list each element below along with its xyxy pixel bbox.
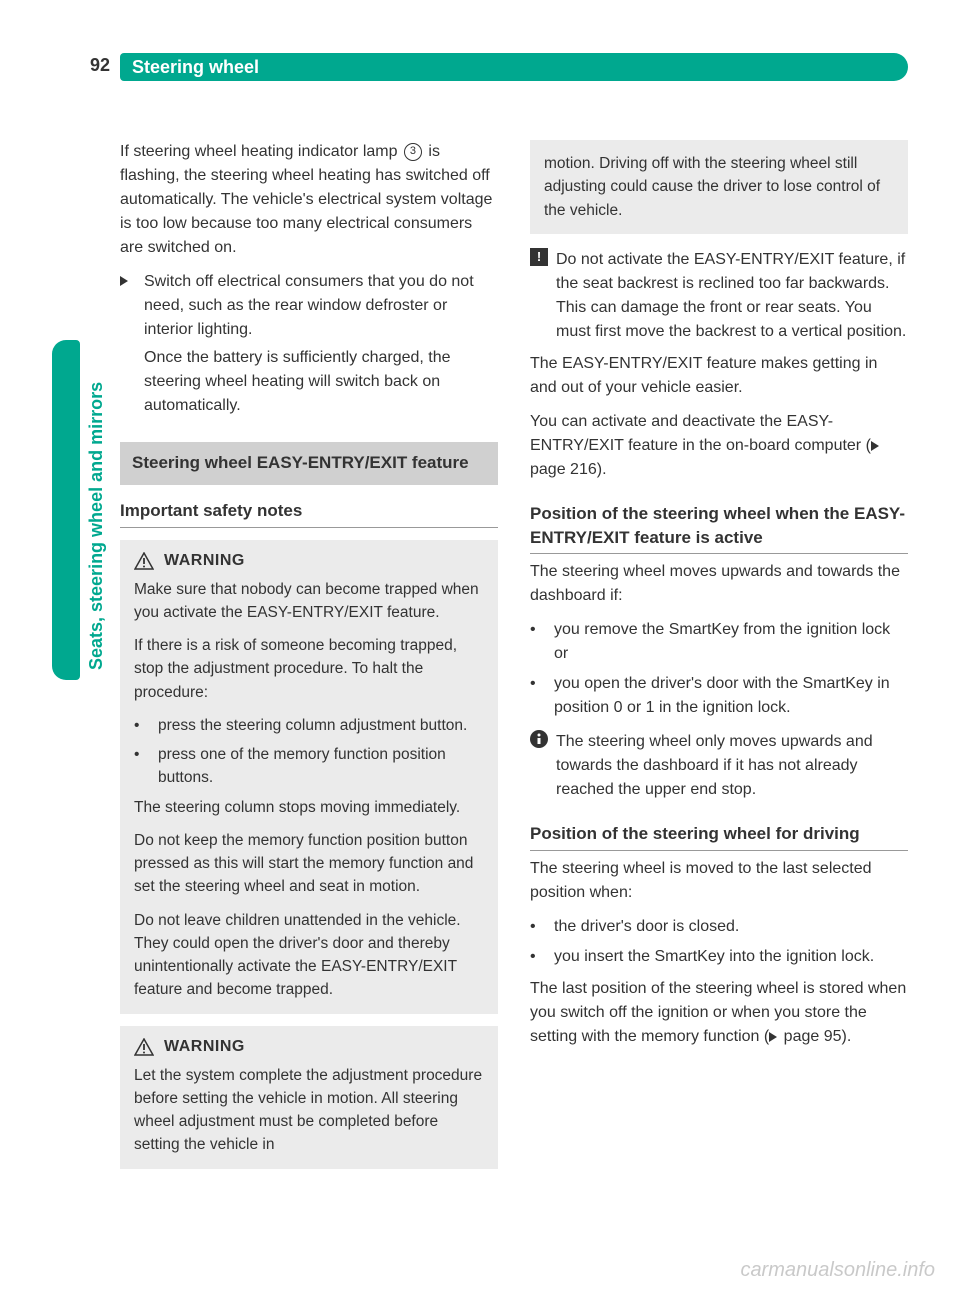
xref-icon bbox=[769, 1032, 777, 1042]
left-column: If steering wheel heating indicator lamp… bbox=[120, 140, 498, 1181]
header-title: Steering wheel bbox=[132, 57, 259, 78]
warning-triangle-icon bbox=[134, 552, 154, 570]
exclamation-icon: ! bbox=[530, 248, 548, 266]
sub-heading: Position of the steering wheel when the … bbox=[530, 502, 908, 555]
section-heading-box: Steering wheel EASY-ENTRY/EXIT feature bbox=[120, 442, 498, 485]
page-header: 92 Steering wheel bbox=[0, 53, 960, 87]
triangle-icon bbox=[120, 270, 136, 418]
warning-text: If there is a risk of someone becoming t… bbox=[134, 634, 484, 704]
warning-text: Make sure that nobody can become trapped… bbox=[134, 578, 484, 625]
warning-header: WARNING bbox=[134, 552, 484, 570]
warning-triangle-icon bbox=[134, 1038, 154, 1056]
list-item: • you insert the SmartKey into the ignit… bbox=[530, 945, 908, 969]
manual-page: 92 Steering wheel Seats, steering wheel … bbox=[0, 0, 960, 1302]
watermark: carmanualsonline.info bbox=[740, 1259, 935, 1282]
warning-box-1: WARNING Make sure that nobody can become… bbox=[120, 540, 498, 1014]
warning-bullet: • press the steering column adjustment b… bbox=[134, 714, 484, 737]
intro-paragraph: If steering wheel heating indicator lamp… bbox=[120, 140, 498, 260]
body-paragraph: The last position of the steering wheel … bbox=[530, 977, 908, 1049]
warning-box-2: WARNING Let the system complete the adju… bbox=[120, 1026, 498, 1169]
side-label: Seats, steering wheel and mirrors bbox=[86, 382, 107, 670]
warning-text: The steering column stops moving immedia… bbox=[134, 796, 484, 819]
warning-text: Do not keep the memory function position… bbox=[134, 829, 484, 899]
warning-box-2-cont: motion. Driving off with the steering wh… bbox=[530, 140, 908, 234]
right-column: motion. Driving off with the steering wh… bbox=[530, 140, 908, 1181]
warning-label: WARNING bbox=[164, 1038, 245, 1056]
header-bar: Steering wheel bbox=[120, 53, 908, 81]
action-item: Switch off electrical consumers that you… bbox=[120, 270, 498, 418]
sub-heading: Position of the steering wheel for drivi… bbox=[530, 822, 908, 851]
page-number: 92 bbox=[90, 55, 110, 76]
warning-bullet: • press one of the memory function posit… bbox=[134, 743, 484, 790]
body-paragraph: The EASY-ENTRY/EXIT feature makes gettin… bbox=[530, 352, 908, 400]
body-paragraph: The steering wheel moves upwards and tow… bbox=[530, 560, 908, 608]
list-item: • the driver's door is closed. bbox=[530, 915, 908, 939]
side-tab bbox=[52, 340, 80, 680]
circled-3-icon: 3 bbox=[404, 143, 422, 161]
warning-text: Let the system complete the adjustment p… bbox=[134, 1064, 484, 1157]
body-paragraph: The steering wheel is moved to the last … bbox=[530, 857, 908, 905]
xref-icon bbox=[871, 441, 879, 451]
body-paragraph: You can activate and deactivate the EASY… bbox=[530, 410, 908, 482]
section-title: Steering wheel EASY-ENTRY/EXIT feature bbox=[132, 452, 486, 475]
warning-text: motion. Driving off with the steering wh… bbox=[544, 152, 894, 222]
warning-text: Do not leave children unattended in the … bbox=[134, 909, 484, 1002]
sub-heading: Important safety notes bbox=[120, 499, 498, 528]
info-item: The steering wheel only moves upwards an… bbox=[530, 730, 908, 802]
list-item: • you remove the SmartKey from the ignit… bbox=[530, 618, 908, 666]
content-area: If steering wheel heating indicator lamp… bbox=[120, 140, 908, 1181]
warning-header: WARNING bbox=[134, 1038, 484, 1056]
warning-label: WARNING bbox=[164, 552, 245, 570]
info-icon bbox=[530, 730, 548, 748]
notice-item: ! Do not activate the EASY-ENTRY/EXIT fe… bbox=[530, 248, 908, 344]
list-item: • you open the driver's door with the Sm… bbox=[530, 672, 908, 720]
